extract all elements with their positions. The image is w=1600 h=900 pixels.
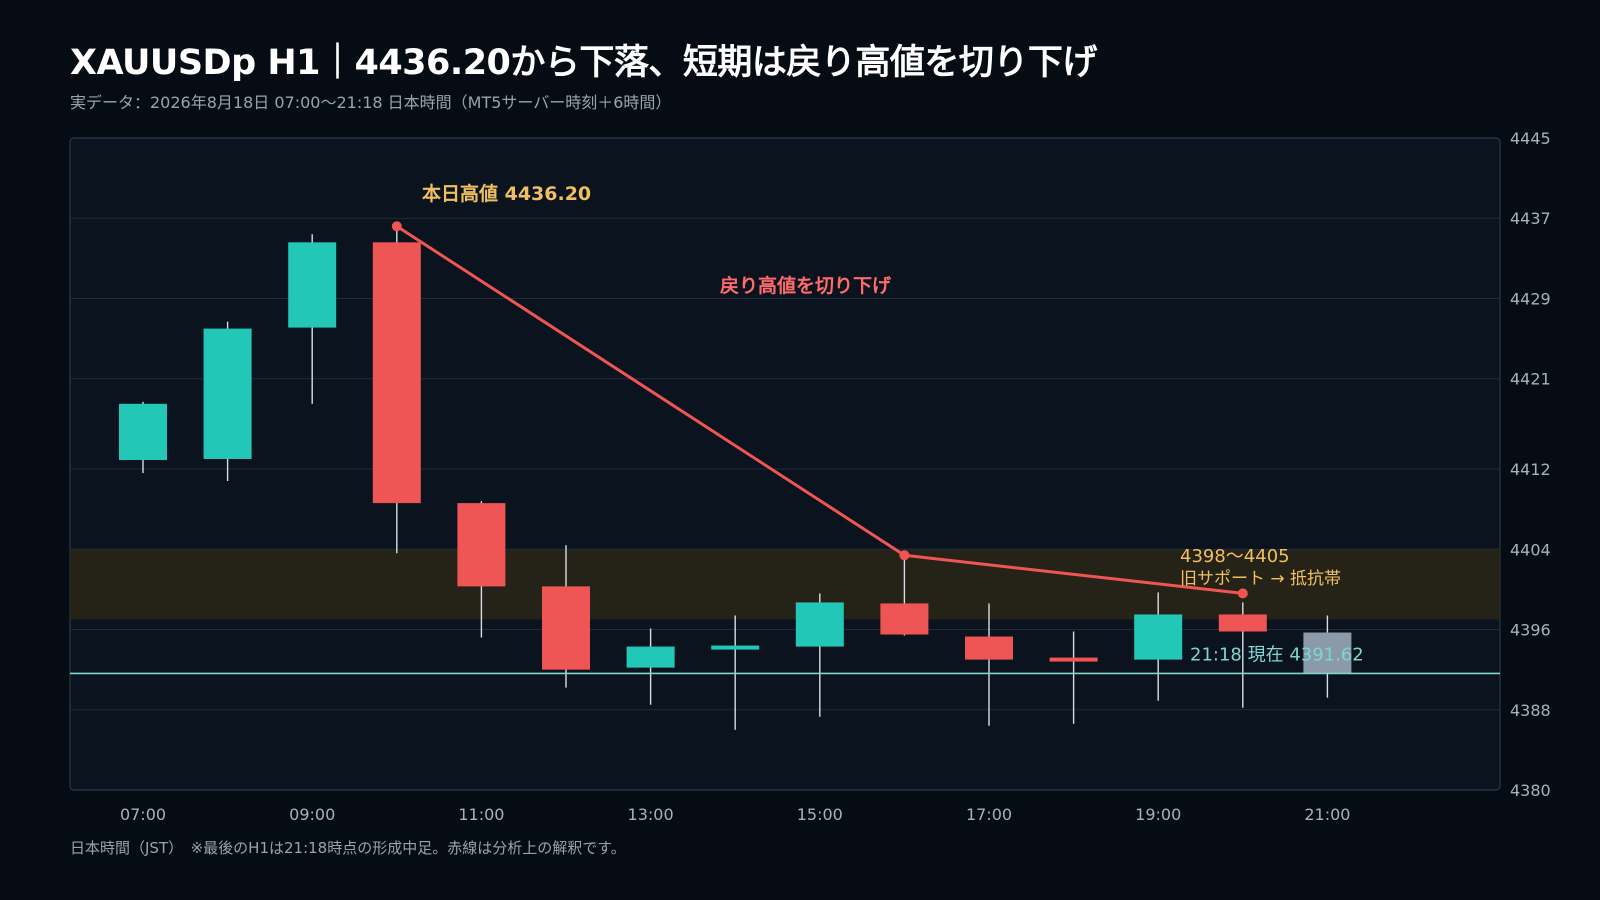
y-tick-label: 4445 bbox=[1510, 129, 1551, 148]
zone-range-label: 4398〜4405 bbox=[1180, 546, 1290, 567]
x-tick-label: 17:00 bbox=[966, 805, 1012, 824]
plot-area bbox=[69, 137, 1501, 791]
candle-body bbox=[457, 503, 506, 587]
lower-high-point bbox=[899, 550, 910, 561]
candle-body bbox=[965, 636, 1013, 660]
candle-body bbox=[880, 603, 929, 635]
resistance-zone-band bbox=[70, 549, 1500, 620]
x-tick-label: 21:00 bbox=[1304, 805, 1350, 824]
y-tick-label: 4380 bbox=[1510, 781, 1551, 800]
day-high-label: 本日高値 4436.20 bbox=[422, 182, 591, 205]
candle-body bbox=[203, 328, 252, 459]
candle-body bbox=[1303, 632, 1352, 674]
candle-body bbox=[542, 586, 590, 670]
x-tick-label: 13:00 bbox=[628, 805, 674, 824]
overlay-layer: 21:18 現在 4391.62 戻り高値を切り下げ 本日高値 4436.20 439… bbox=[70, 182, 1500, 675]
x-tick-label: 11:00 bbox=[458, 805, 504, 824]
candle-body bbox=[1218, 614, 1267, 632]
chart-subtitle: 実データ：2026年8月18日 07:00〜21:18 日本時間（MT5サーバー… bbox=[70, 93, 672, 112]
y-tick-label: 4388 bbox=[1510, 701, 1551, 720]
lower-highs-label: 戻り高値を切り下げ bbox=[720, 274, 892, 297]
axis-layer: 4445 4437 4429 4421 4412 4404 4396 4388 4380 07:0… bbox=[120, 129, 1551, 824]
resistance-zone-layer bbox=[70, 549, 1500, 620]
lower-high-point bbox=[391, 221, 402, 232]
candle-body bbox=[626, 646, 675, 668]
candle-body bbox=[1049, 657, 1098, 662]
zone-note-label: 旧サポート → 抵抗帯 bbox=[1180, 569, 1341, 589]
candle-body bbox=[288, 242, 337, 328]
candle-body bbox=[119, 403, 167, 460]
footnote: 日本時間（JST） ※最後のH1は21:18時点の形成中足。赤線は分析上の解釈で… bbox=[70, 839, 626, 857]
candle-body bbox=[711, 645, 760, 650]
current-price-label: 21:18 現在 4391.62 bbox=[1190, 644, 1364, 665]
y-tick-label: 4429 bbox=[1510, 289, 1551, 308]
x-tick-label: 15:00 bbox=[797, 805, 843, 824]
x-tick-label: 09:00 bbox=[289, 805, 335, 824]
x-tick-label: 07:00 bbox=[120, 805, 166, 824]
chart-title: XAUUSDp H1｜4436.20から下落、短期は戻り高値を切り下げ bbox=[70, 43, 1097, 83]
y-tick-label: 4412 bbox=[1510, 460, 1551, 479]
candle-body bbox=[795, 602, 844, 647]
y-tick-label: 4404 bbox=[1510, 540, 1551, 559]
candle-body bbox=[372, 242, 421, 504]
y-tick-label: 4421 bbox=[1510, 370, 1551, 389]
candle-layer bbox=[119, 226, 1352, 730]
x-tick-label: 19:00 bbox=[1135, 805, 1181, 824]
y-tick-label: 4437 bbox=[1510, 209, 1551, 228]
lower-high-point bbox=[1237, 588, 1248, 599]
candle-body bbox=[1134, 614, 1183, 660]
y-tick-label: 4396 bbox=[1510, 621, 1551, 640]
